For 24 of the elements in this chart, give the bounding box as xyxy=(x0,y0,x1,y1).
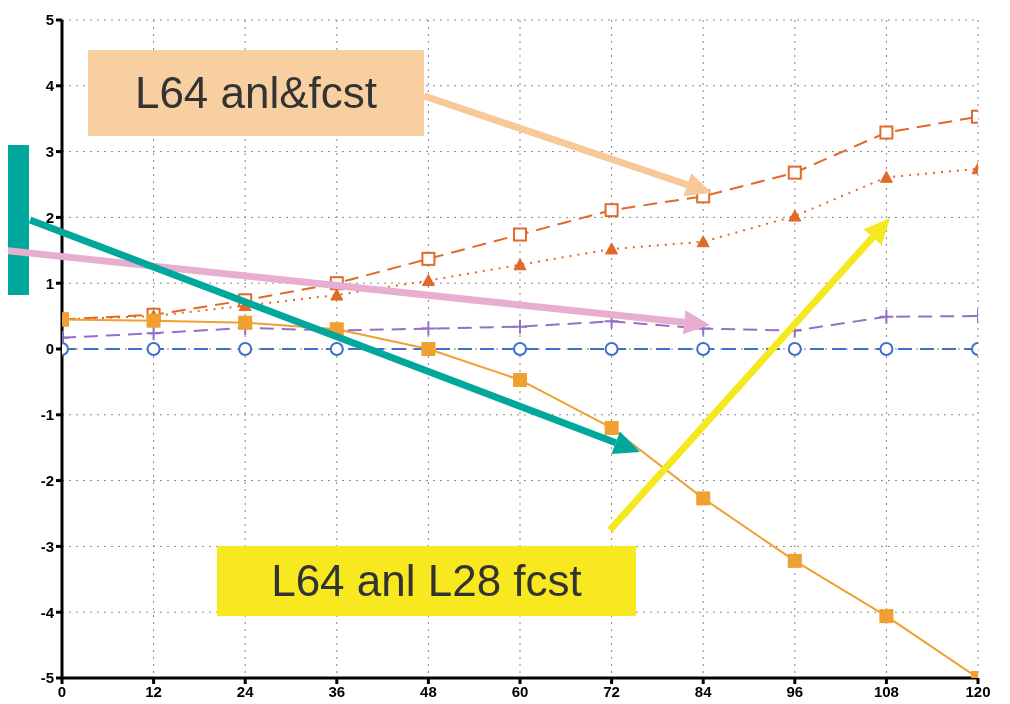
x-tick-label: 120 xyxy=(965,682,991,700)
annotation: L64 anl&fcst xyxy=(88,50,424,136)
x-tick-label: 60 xyxy=(511,682,529,700)
y-tick-label: -1 xyxy=(40,406,54,424)
annotation: L64 anl L28 fcst xyxy=(217,546,636,616)
y-tick-label: 1 xyxy=(45,274,54,292)
x-tick-label: 48 xyxy=(420,682,437,700)
y-tick-label: -3 xyxy=(40,537,54,555)
x-tick-label: 12 xyxy=(145,682,162,700)
y-tick-label: -5 xyxy=(40,669,54,687)
x-tick-label: 24 xyxy=(236,682,255,700)
x-tick-label: 36 xyxy=(328,682,346,700)
y-tick-label: 4 xyxy=(45,77,55,95)
y-tick-label: -4 xyxy=(40,603,55,621)
x-tick-label: 96 xyxy=(786,682,804,700)
y-tick-label: -2 xyxy=(40,471,54,489)
x-tick-label: 0 xyxy=(57,682,67,700)
x-tick-label: 108 xyxy=(873,682,899,700)
x-tick-label: 84 xyxy=(694,682,713,700)
y-tick-label: 3 xyxy=(45,142,54,160)
x-tick-label: 72 xyxy=(603,682,620,700)
y-tick-label: 0 xyxy=(45,340,54,358)
y-tick-label: 2 xyxy=(45,208,54,226)
y-tick-label: 5 xyxy=(45,11,54,29)
